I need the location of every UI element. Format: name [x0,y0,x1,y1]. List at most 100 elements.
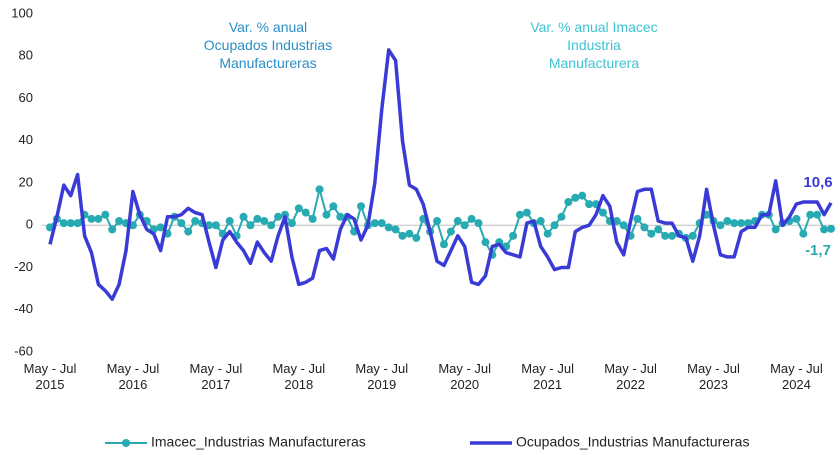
series-marker [246,221,255,230]
series-marker [391,225,400,234]
x-tick-label: May - Jul 2016 [107,361,160,392]
series-marker [329,202,338,211]
series-marker [184,227,193,236]
series-marker [550,221,559,230]
series-marker [108,225,117,234]
x-tick-label: May - Jul 2019 [355,361,408,392]
series-marker [294,204,303,213]
series-marker [668,231,677,240]
series-marker [474,219,483,228]
series-marker [557,212,566,221]
series-marker [640,223,649,232]
series-marker [737,219,746,228]
series-marker [59,219,68,228]
series-marker [405,229,414,238]
series-marker [723,217,732,226]
x-tick-label: May - Jul 2015 [24,361,77,392]
series-marker [481,238,490,247]
series-marker [585,200,594,209]
series-marker [806,210,815,219]
series-marker [744,219,753,228]
y-tick-label: 40 [19,132,33,147]
y-tick-label: 60 [19,90,33,105]
series-marker [799,229,808,238]
y-tick-label: -40 [14,301,33,316]
legend-marker [122,439,130,447]
legend-label: Ocupados_Industrias Manufactureras [516,434,749,450]
series-marker [467,214,476,223]
series-marker [156,223,165,232]
x-tick-label: May - Jul 2020 [438,361,491,392]
series-marker [578,191,587,200]
series-marker [730,219,739,228]
data-label: 10,6 [803,174,832,191]
series-marker [412,233,421,242]
y-tick-label: 80 [19,48,33,63]
series-marker [239,212,248,221]
series-marker [177,219,186,228]
x-tick-label: May - Jul 2022 [604,361,657,392]
series-marker [260,217,269,226]
series-marker [439,240,448,249]
series-marker [522,208,531,217]
series-marker [453,217,462,226]
series-marker [446,227,455,236]
series-marker [771,225,780,234]
y-tick-label: 100 [11,5,33,20]
y-tick-label: 0 [26,217,33,232]
series-line [48,48,833,301]
x-tick-label: May - Jul 2024 [770,361,823,392]
series-marker [287,219,296,228]
series-marker [460,221,469,230]
series-marker [792,214,801,223]
series-marker [619,221,628,230]
annotation: Var. % anual Imacec Industria Manufacturer… [530,19,657,71]
series-marker [384,223,393,232]
series-marker [280,210,289,219]
series-marker [433,217,442,226]
series-marker [101,210,110,219]
series-marker [308,214,317,223]
series-marker [322,210,331,219]
series-marker [357,202,366,211]
series-marker [225,217,234,226]
series-marker [820,225,829,234]
series-marker [398,231,407,240]
x-tick-label: May - Jul 2017 [190,361,243,392]
series-marker [66,219,75,228]
series-marker [191,217,200,226]
y-tick-label: 20 [19,174,33,189]
y-tick-label: -20 [14,259,33,274]
series-marker [688,231,697,240]
series-marker [543,229,552,238]
series-marker [509,231,518,240]
series-marker [515,210,524,219]
series-marker [647,229,656,238]
series-marker [827,224,835,233]
y-tick-label: -60 [14,343,33,358]
series-marker [274,212,283,221]
series-marker [571,193,580,202]
series-marker [813,210,822,219]
series-marker [94,214,103,223]
series-marker [654,225,663,234]
x-tick-label: May - Jul 2021 [521,361,574,392]
data-label: -1,7 [805,242,831,259]
legend-label: Imacec_Industrias Manufactureras [151,434,366,450]
series-marker [564,198,573,207]
x-tick-label: May - Jul 2023 [687,361,740,392]
annotation: Var. % anual Ocupados Industrias Manufactu… [204,19,332,71]
series-marker [536,217,545,226]
series-marker [370,219,379,228]
series-marker [716,221,725,230]
series-marker [336,212,345,221]
x-tick-label: May - Jul 2018 [272,361,325,392]
series-marker [87,214,96,223]
series-marker [377,219,386,228]
series-marker [598,208,607,217]
series-marker [253,214,262,223]
series-marker [73,219,82,228]
series-marker [211,221,220,230]
series-marker [661,231,670,240]
